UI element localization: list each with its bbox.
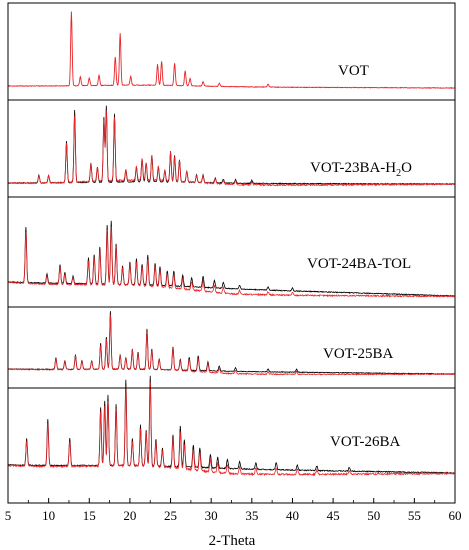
x-axis-label: 2-Theta	[209, 533, 256, 549]
x-tick-label: 35	[245, 508, 258, 523]
calculated-pattern-line	[7, 11, 455, 90]
pattern-panel	[7, 375, 456, 477]
x-tick-label: 45	[327, 508, 340, 523]
pattern-label: VOT	[338, 63, 369, 79]
pattern-panel	[7, 306, 456, 376]
x-tick-label: 25	[164, 508, 177, 523]
pattern-panel	[7, 99, 456, 187]
x-axis: 5 10 15 20 25 30 35 40 45 50 55 60	[5, 2, 462, 523]
x-tick-label: 55	[408, 508, 421, 523]
experimental-pattern-line	[7, 375, 456, 475]
pattern-label: VOT-24BA-TOL	[307, 256, 411, 272]
x-tick-label: 10	[42, 508, 55, 523]
x-tick-label: 5	[5, 508, 12, 523]
experimental-pattern-line	[7, 311, 456, 375]
pattern-label: VOT-25BA	[323, 346, 393, 362]
pattern-labels: VOT VOT-23BA-H2O VOT-24BA-TOL VOT-25BA VOT-2…	[307, 63, 412, 450]
x-tick-label: 40	[286, 508, 299, 523]
pattern-label: VOT-23BA-H2O	[310, 160, 412, 179]
x-tick-label: 30	[205, 508, 218, 523]
pattern-label: VOT-26BA	[330, 434, 400, 450]
pattern-panel	[7, 196, 456, 298]
x-tick-label: 50	[367, 508, 380, 523]
plot-frame	[7, 2, 456, 504]
calculated-pattern-line	[7, 382, 456, 477]
x-tick-label: 60	[449, 508, 462, 523]
calculated-pattern-line	[7, 110, 456, 187]
x-tick-label: 20	[123, 508, 136, 523]
x-tick-label: 15	[83, 508, 96, 523]
experimental-pattern-line	[7, 220, 456, 297]
calculated-pattern-line	[7, 314, 456, 376]
panels	[7, 11, 456, 477]
calculated-pattern-line	[7, 226, 456, 298]
pattern-panel	[7, 11, 455, 90]
